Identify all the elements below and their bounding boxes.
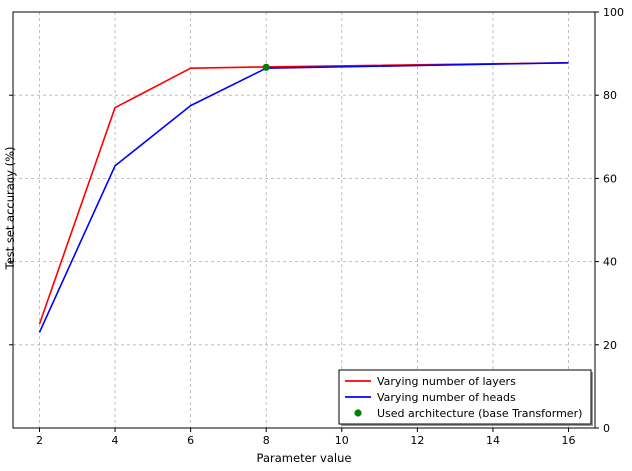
x-tick-label: 16 <box>562 434 576 447</box>
y-tick-label-right: 20 <box>603 339 617 352</box>
legend-label: Varying number of layers <box>377 375 516 388</box>
x-tick-label: 4 <box>112 434 119 447</box>
y-axis-label: Test set accuracy (%) <box>3 147 17 271</box>
x-tick-label: 2 <box>36 434 43 447</box>
y-axis-left-ticks <box>9 94 13 346</box>
x-axis-ticks: 2 4 6 8 10 12 14 16 <box>36 428 576 447</box>
series-line-2 <box>38 62 569 333</box>
y-axis-right-ticks: 0 20 40 60 80 100 <box>595 6 624 435</box>
x-tick-label: 6 <box>187 434 194 447</box>
highlight-point <box>262 63 270 71</box>
x-tick-label: 8 <box>263 434 270 447</box>
y-tick-label-right: 60 <box>603 172 617 185</box>
x-tick-label: 12 <box>410 434 424 447</box>
y-tick-label-right: 100 <box>603 6 624 19</box>
x-tick-label: 10 <box>335 434 349 447</box>
series-line-1 <box>38 62 569 325</box>
points-layer <box>262 63 270 71</box>
legend: Varying number of layers Varying number o… <box>338 369 593 426</box>
legend-box <box>338 369 592 425</box>
grid <box>13 12 595 428</box>
series-layer <box>38 62 569 333</box>
y-tick-label-right: 0 <box>603 422 610 435</box>
legend-swatch <box>354 409 362 417</box>
y-tick-label-right: 80 <box>603 89 617 102</box>
legend-label: Varying number of heads <box>377 391 516 404</box>
x-axis-label: Parameter value <box>257 451 352 465</box>
plot-frame <box>12 11 596 429</box>
legend-label: Used architecture (base Transformer) <box>377 407 582 420</box>
x-tick-label: 14 <box>486 434 500 447</box>
y-tick-label-right: 40 <box>603 256 617 269</box>
